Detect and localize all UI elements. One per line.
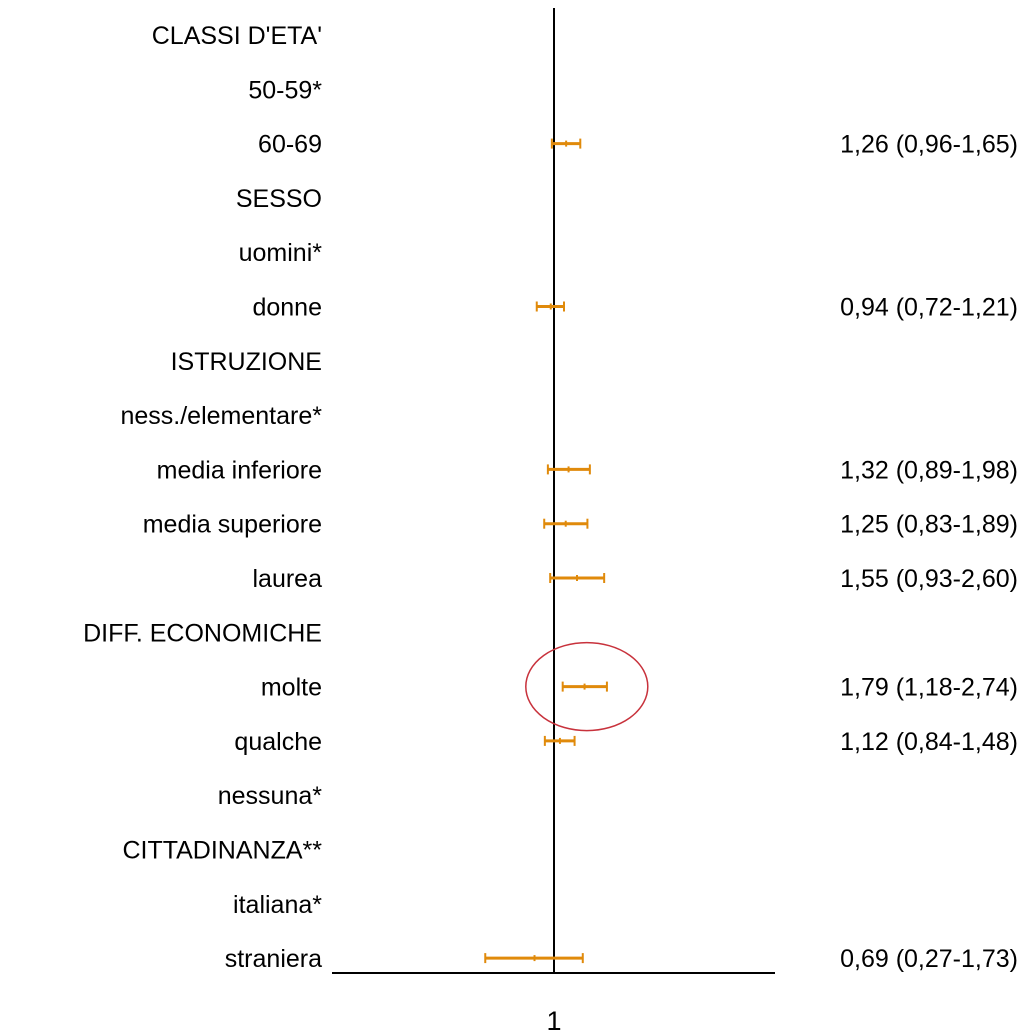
estimate-label: 1,55 (0,93-2,60) (840, 565, 1018, 593)
row-label-reference: ness./elementare* (120, 402, 322, 430)
estimate-labels: 1,26 (0,96-1,65) 0,94 (0,72-1,21) 1,32 (0,… (840, 131, 1018, 973)
row-label-estimate: 60-69 (258, 131, 322, 159)
ci-interval (549, 573, 606, 583)
row-label-header: CITTADINANZA** (122, 837, 322, 865)
x-tick-label: 1 (546, 1006, 561, 1033)
row-label-header: SESSO (236, 185, 322, 213)
ci-interval (550, 138, 582, 149)
confidence-intervals (484, 138, 608, 964)
estimate-label: 1,12 (0,84-1,48) (840, 728, 1018, 756)
estimate-label: 1,79 (1,18-2,74) (840, 674, 1018, 702)
ci-interval (484, 953, 584, 964)
row-label-estimate: laurea (253, 565, 323, 593)
row-label-estimate: media superiore (143, 511, 322, 539)
row-label-header: CLASSI D'ETA' (152, 22, 322, 50)
ci-interval (561, 681, 608, 692)
estimate-label: 0,94 (0,72-1,21) (840, 294, 1018, 322)
row-label-estimate: straniera (225, 945, 322, 973)
row-labels: CLASSI D'ETA' 50-59* 60-69 SESSO uomini* donn… (83, 22, 322, 973)
highlight-annotation (525, 641, 649, 732)
row-label-reference: 50-59* (248, 76, 322, 104)
row-label-estimate: donne (252, 294, 322, 322)
estimate-label: 0,69 (0,27-1,73) (840, 945, 1018, 973)
row-label-header: DIFF. ECONOMICHE (83, 619, 322, 647)
row-label-estimate: qualche (234, 728, 322, 756)
row-label-reference: italiana* (233, 891, 322, 919)
row-label-estimate: media inferiore (157, 456, 322, 484)
estimate-label: 1,26 (0,96-1,65) (840, 131, 1018, 159)
ci-interval (535, 301, 566, 312)
estimate-label: 1,25 (0,83-1,89) (840, 511, 1018, 539)
ci-interval (543, 735, 576, 746)
ci-interval (546, 464, 591, 475)
x-axis: 1 (332, 972, 775, 1033)
estimate-label: 1,32 (0,89-1,98) (840, 456, 1018, 484)
highlight-ellipse (525, 641, 649, 732)
row-label-estimate: molte (261, 674, 322, 702)
ci-interval (543, 518, 589, 529)
row-label-header: ISTRUZIONE (171, 348, 322, 376)
row-label-reference: nessuna* (218, 782, 323, 810)
row-label-reference: uomini* (239, 239, 323, 267)
